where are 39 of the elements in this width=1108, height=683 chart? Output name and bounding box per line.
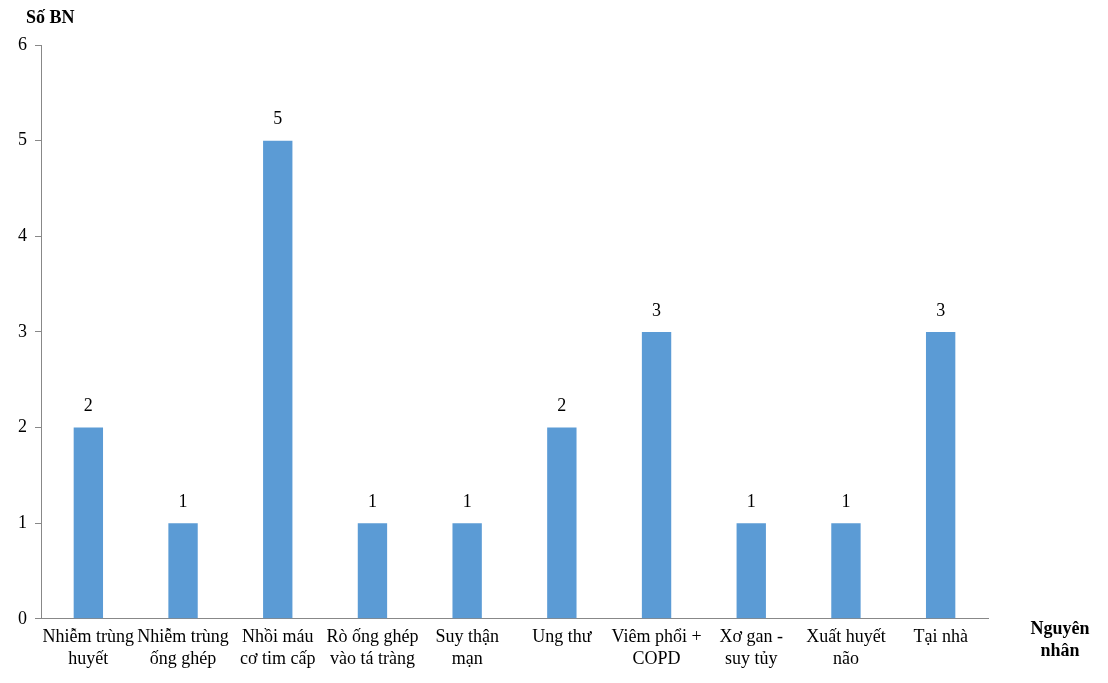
y-tick-label: 0: [18, 607, 27, 628]
bar: [547, 427, 577, 619]
data-label: 1: [746, 490, 756, 511]
x-tick-label: Rò ống ghép vào tá tràng: [326, 626, 419, 668]
y-tick-label: 4: [18, 225, 27, 245]
data-label: 2: [557, 395, 567, 416]
bar: [831, 523, 861, 619]
bar: [73, 427, 104, 619]
x-tick-label: Tại nhà: [913, 626, 968, 647]
data-label: 3: [652, 299, 662, 320]
data-label: 5: [273, 108, 283, 129]
x-tick-label: Xuất huyết não: [806, 626, 886, 668]
x-tick-label: Nhiễm trùng ống ghép: [137, 626, 229, 668]
x-tick-label: Xơ gan - suy tủy: [719, 626, 784, 668]
data-label: 1: [178, 490, 188, 511]
x-tick-label: Suy thận mạn: [435, 626, 499, 668]
bar: [357, 523, 388, 619]
y-tick-label: 3: [18, 320, 27, 341]
y-tick-label: 6: [18, 33, 27, 54]
bar: [641, 331, 672, 619]
data-label: 1: [367, 490, 377, 511]
bar: [452, 523, 482, 619]
y-tick-label: 1: [18, 511, 27, 532]
data-label: 2: [83, 395, 93, 416]
y-axis-title: Số BN: [26, 6, 75, 27]
y-tick-label: 5: [18, 129, 27, 150]
y-tick-label: 2: [18, 416, 27, 437]
x-tick-label: Nhiễm trùng huyết: [42, 626, 135, 668]
x-axis-title: Nguyên nhân: [1030, 618, 1090, 661]
x-tick-label: Viêm phổi + COPD: [611, 626, 702, 668]
bar: [263, 140, 293, 619]
bar: [736, 523, 766, 619]
bar: [168, 523, 198, 619]
data-label: 3: [936, 299, 946, 320]
x-tick-label: Ung thư: [532, 626, 593, 647]
data-label: 1: [841, 490, 851, 511]
bar: [925, 331, 956, 619]
x-tick-label: Nhồi máu cơ tim cấp: [240, 626, 316, 668]
data-label: 1: [462, 490, 472, 511]
